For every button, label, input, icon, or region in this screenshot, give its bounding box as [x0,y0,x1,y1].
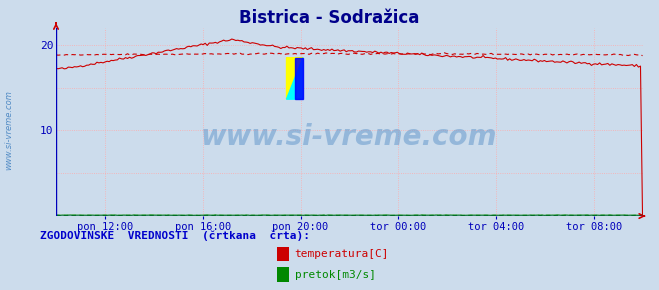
Text: Bistrica - Sodražica: Bistrica - Sodražica [239,9,420,27]
Text: www.si-vreme.com: www.si-vreme.com [4,90,13,171]
Text: www.si-vreme.com: www.si-vreme.com [201,123,498,151]
Text: pretok[m3/s]: pretok[m3/s] [295,270,376,280]
Polygon shape [287,58,303,99]
Polygon shape [295,58,303,99]
Text: ZGODOVINSKE  VREDNOSTI  (črtkana  črta):: ZGODOVINSKE VREDNOSTI (črtkana črta): [40,231,310,241]
Text: temperatura[C]: temperatura[C] [295,249,389,259]
Polygon shape [287,58,303,99]
